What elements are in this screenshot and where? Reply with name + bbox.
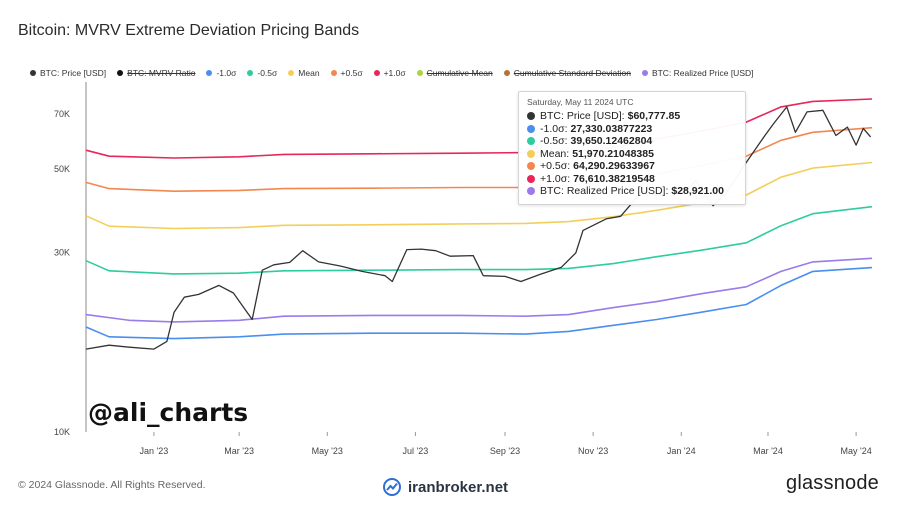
legend-label: -0.5σ <box>257 68 278 78</box>
x-tick-label: Nov '23 <box>578 446 608 456</box>
tooltip-date: Saturday, May 11 2024 UTC <box>527 97 634 107</box>
tooltip-label: -0.5σ: <box>540 135 568 148</box>
tooltip-swatch <box>527 174 535 183</box>
legend-item[interactable]: -1.0σ <box>206 68 236 78</box>
tooltip-row: +0.5σ: 64,290.29633967 <box>527 160 737 173</box>
tooltip-value: $28,921.00 <box>671 185 724 198</box>
tooltip-swatch <box>527 124 535 133</box>
legend-swatch <box>288 70 295 76</box>
x-tick-label: Jan '23 <box>140 446 169 456</box>
legend-label: BTC: Realized Price [USD] <box>651 68 754 78</box>
footer-copyright: © 2024 Glassnode. All Rights Reserved. <box>18 479 206 491</box>
y-tick-label: 70K <box>54 109 70 119</box>
x-tick-label: Mar '23 <box>224 446 254 456</box>
legend-swatch <box>641 70 648 76</box>
broker-name: iranbroker.net <box>408 478 509 496</box>
broker-logo-icon <box>383 478 401 496</box>
series-line-btc-price-usd <box>85 106 872 350</box>
tooltip-value: 64,290.29633967 <box>573 160 655 173</box>
legend-label: +0.5σ <box>340 68 363 78</box>
brand-logo: glassnode <box>786 472 879 494</box>
y-tick-label: 30K <box>54 247 70 257</box>
tooltip-swatch <box>527 137 535 146</box>
author-handle-watermark: @ali_charts <box>88 398 249 427</box>
legend-item[interactable]: BTC: Price [USD] <box>30 68 106 78</box>
legend-swatch <box>30 70 36 76</box>
x-tick-label: Sep '23 <box>490 446 520 456</box>
y-tick-label: 50K <box>54 164 70 174</box>
hover-tooltip: Saturday, May 11 2024 UTC BTC: Price [US… <box>518 91 746 205</box>
tooltip-label: +1.0σ: <box>540 172 571 185</box>
legend-swatch <box>416 70 423 76</box>
tooltip-value: 76,610.38219548 <box>573 172 655 185</box>
y-tick-label: 10K <box>54 427 70 437</box>
series-line-btc-realized-price-usd <box>85 257 873 323</box>
legend-label: Cumulative Standard Deviation <box>513 68 631 78</box>
tooltip-row: Mean: 51,970.21048385 <box>527 148 737 161</box>
legend-item[interactable]: BTC: MVRV Ratio <box>117 68 195 78</box>
tooltip-row: -0.5σ: 39,650.12462804 <box>527 135 737 148</box>
series-line-0-5 <box>85 126 873 192</box>
legend-item[interactable]: BTC: Realized Price [USD] <box>641 68 754 78</box>
tooltip-value: 39,650.12462804 <box>570 135 653 148</box>
legend-swatch <box>117 70 124 76</box>
tooltip-value: 51,970.21048385 <box>572 147 654 160</box>
legend-item[interactable]: +1.0σ <box>373 68 406 78</box>
legend-swatch <box>373 70 380 76</box>
tooltip-label: -1.0σ: <box>540 122 568 135</box>
legend-label: +1.0σ <box>383 68 406 78</box>
legend-label: Mean <box>298 68 320 78</box>
legend-swatch <box>330 70 337 76</box>
series-line-0-5 <box>85 205 873 275</box>
x-tick-label: May '24 <box>840 446 871 456</box>
x-tick-label: Jan '24 <box>667 446 696 456</box>
legend-item[interactable]: Mean <box>288 68 320 78</box>
series-line-1-0 <box>85 266 873 340</box>
legend-item[interactable]: -0.5σ <box>247 68 277 78</box>
broker-watermark: iranbroker.net <box>382 477 508 497</box>
legend-label: BTC: MVRV Ratio <box>127 68 196 78</box>
tooltip-swatch <box>527 162 535 171</box>
x-tick-label: May '23 <box>312 446 343 456</box>
series-line-1-0 <box>85 98 873 159</box>
tooltip-value: 27,330.03877223 <box>570 122 653 135</box>
tooltip-value: $60,777.85 <box>627 110 681 123</box>
tooltip-row: +1.0σ: 76,610.38219548 <box>527 173 737 186</box>
legend-swatch <box>206 70 213 76</box>
legend-label: -1.0σ <box>216 68 237 78</box>
tooltip-swatch <box>527 112 535 121</box>
legend-label: BTC: Price [USD] <box>40 68 107 78</box>
chart-legend: BTC: Price [USD] BTC: MVRV Ratio -1.0σ -0.5… <box>30 68 890 78</box>
chart-title: Bitcoin: MVRV Extreme Deviation Pricing … <box>18 22 360 39</box>
legend-item[interactable]: Cumulative Standard Deviation <box>503 68 631 78</box>
tooltip-swatch <box>527 187 535 196</box>
legend-label: Cumulative Mean <box>426 68 493 78</box>
tooltip-swatch <box>527 149 535 158</box>
legend-swatch <box>503 70 510 76</box>
legend-item[interactable]: Cumulative Mean <box>416 68 493 78</box>
series-line-mean <box>85 161 873 230</box>
legend-item[interactable]: +0.5σ <box>330 68 363 78</box>
tooltip-row: BTC: Price [USD]: $60,777.85 <box>527 110 737 123</box>
legend-swatch <box>247 70 254 76</box>
x-tick-label: Jul '23 <box>403 446 429 456</box>
tooltip-row: BTC: Realized Price [USD]: $28,921.00 <box>527 185 737 198</box>
tooltip-label: BTC: Realized Price [USD]: <box>540 185 669 198</box>
tooltip-label: BTC: Price [USD]: <box>540 110 625 123</box>
tooltip-label: +0.5σ: <box>540 160 571 173</box>
tooltip-row: -1.0σ: 27,330.03877223 <box>527 123 737 136</box>
x-tick-label: Mar '24 <box>753 446 783 456</box>
tooltip-label: Mean: <box>540 147 570 160</box>
